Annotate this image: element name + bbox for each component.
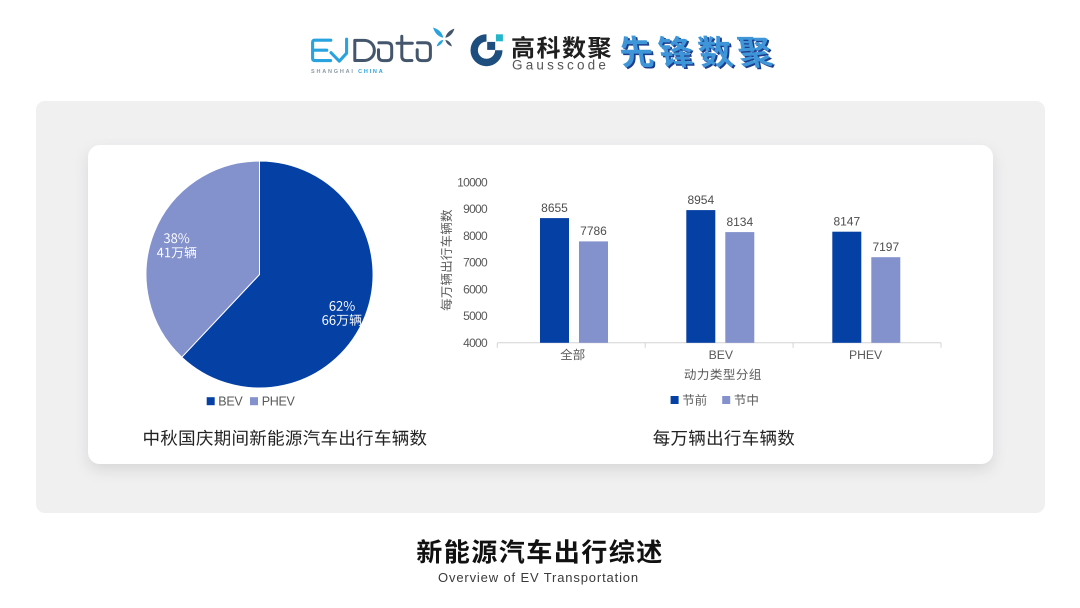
- svg-text:4000: 4000: [463, 336, 488, 350]
- svg-text:8655: 8655: [541, 201, 568, 215]
- svg-text:7197: 7197: [872, 240, 899, 254]
- svg-text:7000: 7000: [463, 256, 488, 270]
- svg-text:5000: 5000: [463, 309, 488, 323]
- svg-text:8147: 8147: [833, 214, 860, 228]
- svg-text:7786: 7786: [580, 224, 607, 238]
- svg-text:6000: 6000: [463, 282, 488, 296]
- svg-text:8134: 8134: [726, 215, 753, 229]
- svg-text:BEV: BEV: [218, 394, 243, 408]
- svg-text:PHEV: PHEV: [262, 394, 296, 408]
- svg-text:SHANGHAI CHINA: SHANGHAI CHINA: [311, 69, 384, 75]
- svg-text:9000: 9000: [463, 202, 488, 216]
- svg-text:8000: 8000: [463, 229, 488, 243]
- svg-text:10000: 10000: [457, 175, 488, 189]
- svg-text:BEV: BEV: [709, 348, 734, 362]
- svg-text:PHEV: PHEV: [849, 348, 883, 362]
- svg-text:Overview of EV Transportation: Overview of EV Transportation: [438, 570, 639, 585]
- svg-text:Gausscode: Gausscode: [512, 58, 609, 73]
- svg-text:8954: 8954: [687, 193, 714, 207]
